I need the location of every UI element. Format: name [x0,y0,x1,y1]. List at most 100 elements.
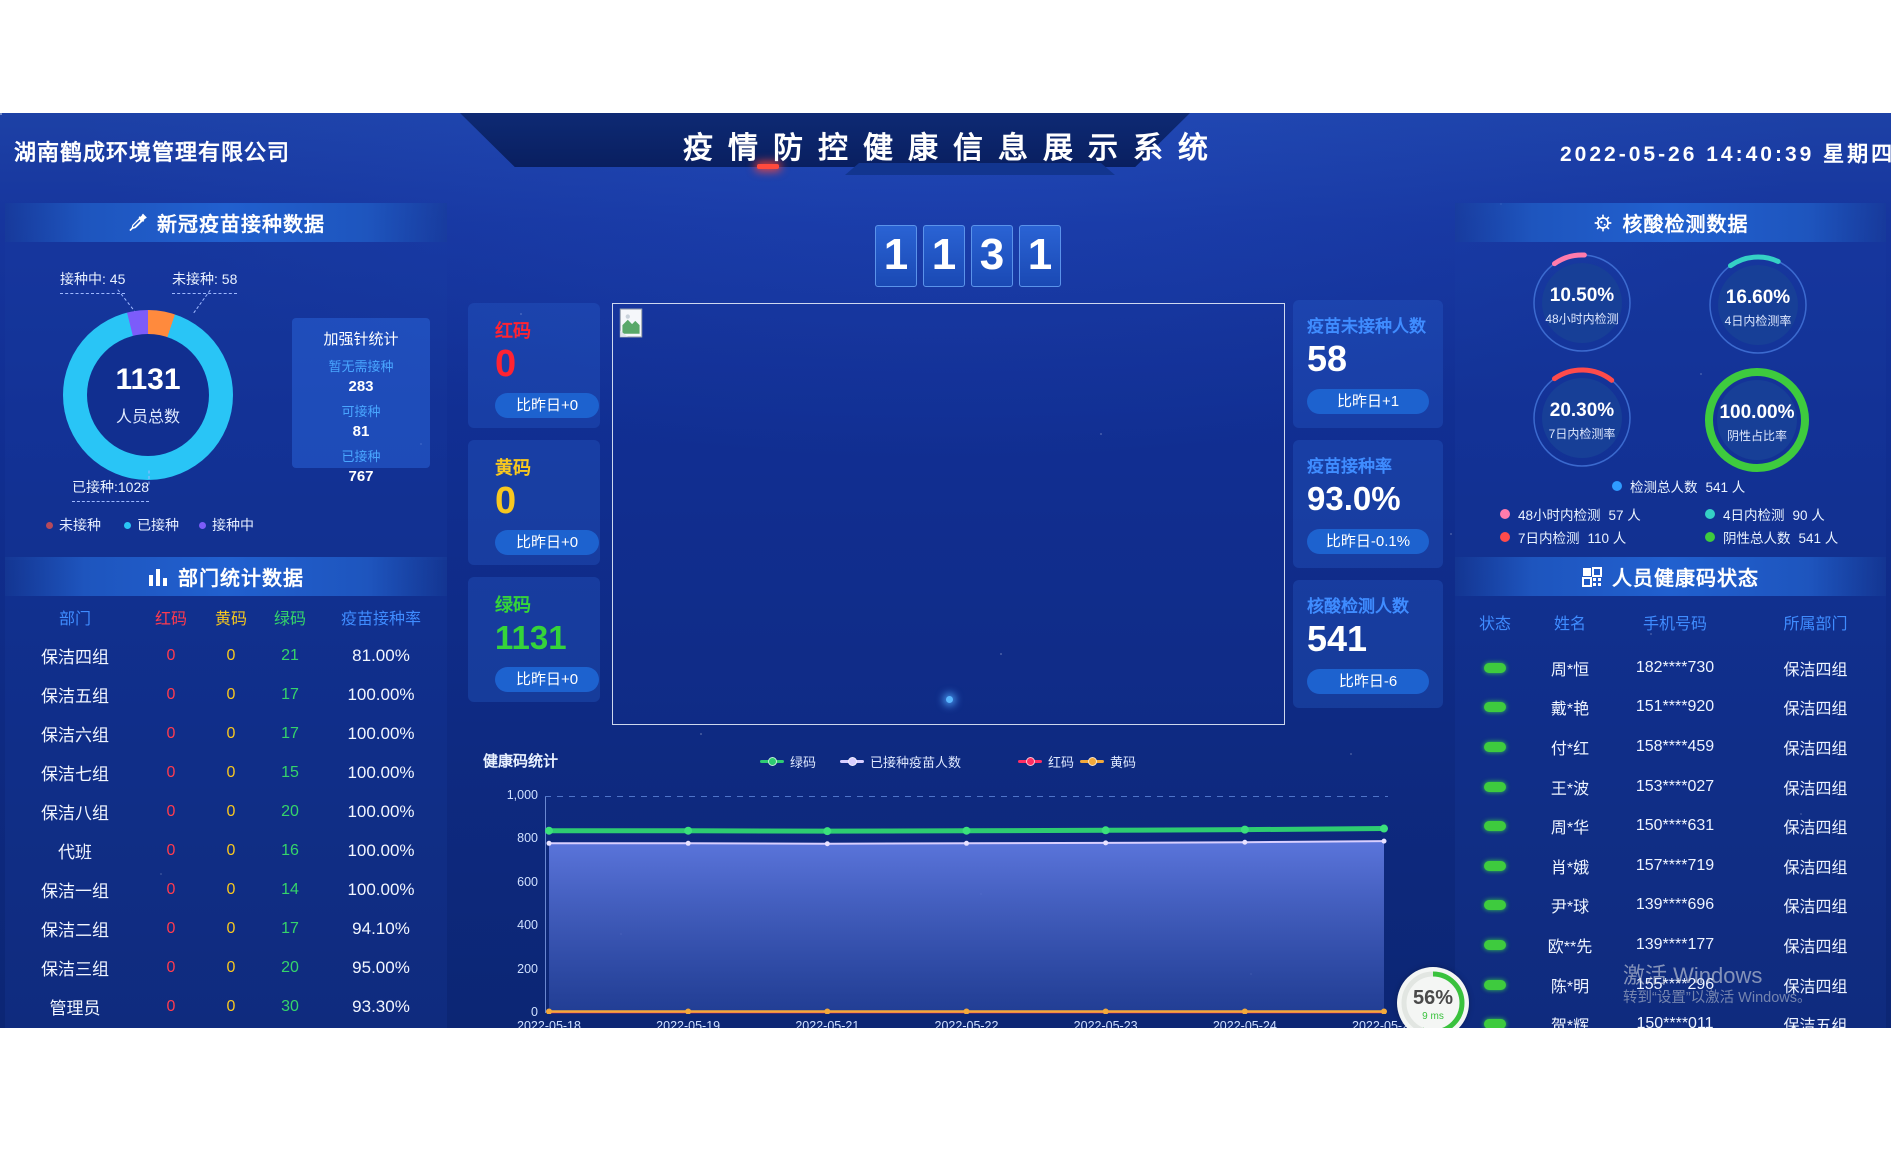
booster-label: 已接种 [341,449,381,464]
gauge-value: 20.30% [1549,400,1615,421]
status-cell [1455,821,1535,832]
chart-y-axis [545,796,546,1013]
red-code-count: 0 [166,919,176,937]
green-code-count: 20 [281,958,299,976]
green-status-pill [1484,979,1506,990]
healthcode-table-body: 周*恒 182****730 保洁四组 戴*艳 151****920 保洁四组 … [1455,648,1886,1028]
red-code-count: 0 [166,958,176,976]
booster-value: 81 [352,423,370,440]
phone-number: 150****631 [1635,817,1715,835]
table-row: 代班 0 0 16 100.00% [5,831,447,870]
flip-digit: 3 [971,225,1013,287]
booster-label: 可接种 [341,404,381,419]
green-status-pill [1484,900,1506,911]
dept-name: 保洁一组 [41,882,109,901]
green-code-count: 14 [281,880,299,898]
gauge-label: 7日内检测率 [1548,427,1616,441]
yellow-code-card: 黄码 0 比昨日+0 [468,440,600,565]
status-cell [1455,781,1535,792]
delta-badge: 比昨日+0 [495,667,599,692]
table-row: 尹*球 139****696 保洁四组 [1455,886,1886,926]
chart-legend-vaccinated[interactable]: 已接种疫苗人数 [840,752,961,771]
dept-name: 保洁六组 [41,726,109,745]
green-code-count: 17 [281,724,299,742]
dept-name: 管理员 [49,999,101,1018]
table-row: 保洁四组 0 0 21 81.00% [5,636,447,675]
red-code-count: 0 [166,880,176,898]
vaccination-rate: 100.00% [347,879,415,899]
phone-number: 139****177 [1635,935,1715,953]
nucleic-count-card: 核酸检测人数 541 比昨日-6 [1293,580,1443,708]
green-code-value: 1131 [495,619,567,656]
legend-label: 绿码 [790,755,817,770]
table-row: 管理员 0 0 30 93.30% [5,987,447,1026]
legend-value: 90 人 [1792,508,1825,523]
gauge-label: 阴性占比率 [1726,429,1787,443]
gauge-value: 16.60% [1725,287,1791,308]
vaccine-donut-chart[interactable]: 1131 人员总数 [63,310,233,480]
flip-digit: 1 [875,225,917,287]
x-axis-tick: 2022-05-24 [1212,1019,1277,1028]
gauge-negative: 100.00% 阴性占比率 [1702,365,1812,475]
gauge-48h: 10.50% 48小时内检测 [1527,248,1637,358]
red-code-count: 0 [166,841,176,859]
yellow-code-count: 0 [226,724,236,742]
green-code-count: 16 [281,841,299,859]
person-dept: 保洁四组 [1783,780,1848,798]
legend-dot [124,521,131,529]
gauge-7day: 20.30% 7日内检测率 [1527,363,1637,473]
vaccination-rate: 95.00% [352,957,410,977]
healthcode-panel-title: 人员健康码状态 [1612,568,1759,590]
green-code-count: 17 [281,919,299,937]
legend-7day: 7日内检测 110 人 [1500,527,1626,547]
title-banner [460,113,1190,167]
table-row: 保洁二组 0 0 17 94.10% [5,909,447,948]
legend-label: 7日内检测 [1518,531,1580,546]
legend-item-unvaccinated[interactable]: 未接种 [46,515,101,535]
legend-dot [1612,481,1622,491]
red-code-card: 红码 0 比昨日+0 [468,303,600,428]
status-cell [1455,1019,1535,1028]
nucleic-panel-title: 核酸检测数据 [1622,214,1749,236]
dept-name: 代班 [58,843,92,862]
phone-number: 153****027 [1635,777,1715,795]
chart-legend-red[interactable]: 红码 [1018,752,1074,771]
y-axis-tick: 800 [517,831,538,846]
chart-legend-yellow[interactable]: 黄码 [1080,752,1136,771]
legend-item-vaccinating[interactable]: 接种中 [199,515,254,535]
table-row: 保洁五组 0 0 17 100.00% [5,675,447,714]
dept-name: 保洁五组 [41,687,109,706]
map-area[interactable] [612,303,1285,725]
vaccination-rate: 81.00% [352,645,410,665]
status-cell [1455,741,1535,752]
delta-badge: 比昨日+0 [495,530,599,555]
x-axis-tick: 2022-05-19 [656,1019,721,1028]
yellow-code-count: 0 [226,841,236,859]
person-name: 付*红 [1550,740,1590,758]
bar-chart-icon [149,568,167,586]
y-axis-tick: 600 [517,874,538,889]
healthcode-panel-titlebar: 人员健康码状态 [1455,557,1886,596]
person-dept: 保洁四组 [1783,820,1848,838]
stat-value: 58 [1307,338,1348,379]
chart-legend-green[interactable]: 绿码 [760,752,816,771]
healthcode-line-chart[interactable] [545,796,1388,1014]
legend-value: 57 人 [1608,508,1641,523]
person-name: 戴*艳 [1550,701,1590,719]
x-axis-tick: 2022-05-25 [1352,1019,1416,1028]
booster-value: 283 [348,378,374,395]
green-status-pill [1484,702,1506,713]
loading-progress-circle: 56% 9 ms [1397,967,1469,1028]
yellow-code-label: 黄码 [495,458,531,478]
green-code-count: 30 [281,997,299,1015]
yellow-code-count: 0 [226,997,236,1015]
dept-name: 保洁七组 [41,765,109,784]
column-header-green: 绿码 [273,611,306,628]
red-code-count: 0 [166,724,176,742]
table-row: 陈*明 155****296 保洁四组 [1455,965,1886,1005]
legend-item-vaccinated[interactable]: 已接种 [124,515,179,535]
legend-mark [1080,757,1104,766]
table-row: 欧**先 139****177 保洁四组 [1455,925,1886,965]
delta-badge: 比昨日-0.1% [1307,529,1429,554]
